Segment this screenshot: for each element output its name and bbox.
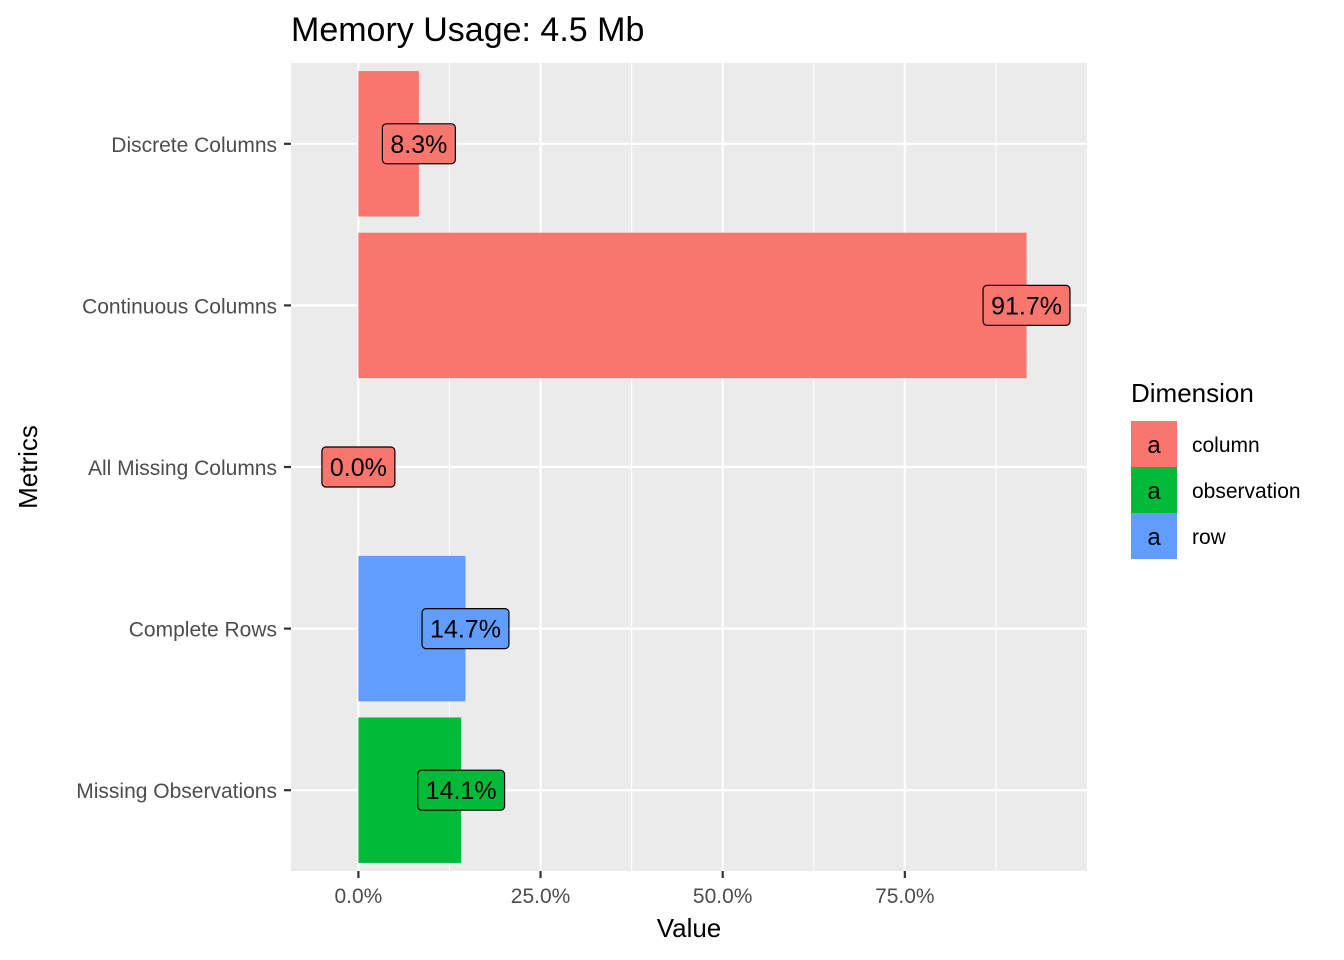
data-label-group: 91.7% — [982, 284, 1071, 326]
data-label-group: 0.0% — [321, 446, 396, 488]
bar — [358, 232, 1027, 379]
data-label-group: 8.3% — [381, 123, 456, 165]
legend-item: a row — [1131, 513, 1227, 559]
y-tick-label: Discrete Columns — [111, 134, 277, 157]
data-label: 0.0% — [330, 454, 387, 482]
x-tick-label: 50.0% — [693, 885, 753, 908]
data-labels: 8.3% 91.7% 0.0% 14.7% 14.1% — [321, 123, 1071, 811]
y-tick-label: Complete Rows — [129, 619, 277, 642]
data-label: 91.7% — [991, 292, 1062, 320]
y-axis: Discrete Columns Continuous Columns All Mi… — [76, 134, 291, 803]
legend-label: observation — [1192, 480, 1301, 503]
legend-title: Dimension — [1131, 378, 1254, 408]
legend-key — [1131, 513, 1177, 559]
y-axis-title: Metrics — [13, 425, 43, 509]
data-label: 14.7% — [430, 616, 501, 644]
legend: Dimension a column a observation a row — [1131, 378, 1301, 559]
data-label-box — [982, 284, 1071, 326]
x-axis-title: Value — [657, 913, 722, 943]
legend-key-glyph: a — [1147, 432, 1161, 459]
data-label-box — [381, 123, 456, 165]
y-tick-label: Continuous Columns — [82, 295, 277, 318]
legend-key — [1131, 467, 1177, 513]
legend-label: row — [1192, 526, 1227, 549]
y-tick-label: All Missing Columns — [88, 457, 277, 480]
legend-label: column — [1192, 434, 1260, 457]
legend-item: a column — [1131, 421, 1260, 467]
legend-key-glyph: a — [1147, 478, 1161, 505]
x-tick-label: 0.0% — [334, 885, 382, 908]
data-label-box — [321, 446, 396, 488]
legend-key — [1131, 421, 1177, 467]
y-tick-label: Missing Observations — [76, 780, 277, 803]
data-label-box — [417, 769, 506, 811]
data-label-group: 14.1% — [417, 769, 506, 811]
data-label-box — [421, 607, 510, 650]
legend-key-glyph: a — [1147, 524, 1161, 551]
x-tick-label: 25.0% — [511, 885, 571, 908]
legend-item: a observation — [1131, 467, 1301, 513]
x-axis: 0.0% 25.0% 50.0% 75.0% — [334, 871, 935, 908]
chart-title: Memory Usage: 4.5 Mb — [291, 11, 644, 49]
data-label: 8.3% — [390, 131, 447, 159]
data-label: 14.1% — [426, 777, 497, 805]
data-label-group: 14.7% — [421, 607, 510, 650]
x-tick-label: 75.0% — [875, 885, 935, 908]
